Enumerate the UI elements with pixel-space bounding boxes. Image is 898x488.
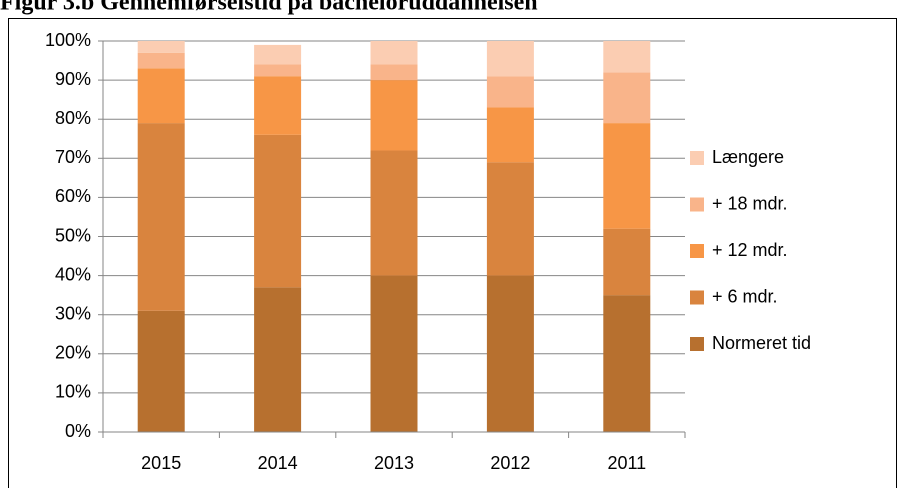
bar-segment: [254, 76, 302, 135]
bar-segment: [370, 150, 418, 276]
y-tick-label: 50%: [55, 225, 91, 245]
legend-label: Normeret tid: [712, 333, 811, 353]
bar-segment: [486, 41, 534, 77]
bar-segment: [486, 275, 534, 432]
bar-segment: [254, 64, 302, 77]
y-tick-label: 100%: [45, 30, 91, 50]
bar-segment: [370, 64, 418, 81]
bar-segment: [370, 275, 418, 432]
legend-swatch: [690, 244, 704, 258]
bar-segment: [603, 123, 651, 229]
bar-segment: [137, 68, 185, 124]
y-tick-label: 40%: [55, 264, 91, 284]
x-tick-label: 2013: [374, 453, 414, 473]
legend-swatch: [690, 337, 704, 351]
y-tick-label: 70%: [55, 147, 91, 167]
bar-segment: [486, 162, 534, 276]
bar-segment: [254, 44, 302, 65]
bar-segment: [486, 107, 534, 163]
legend-swatch: [690, 197, 704, 212]
y-tick-label: 90%: [55, 69, 91, 89]
bar-segment: [254, 287, 302, 432]
x-tick-label: 2015: [141, 453, 181, 473]
bar-segment: [603, 295, 651, 432]
chart-title: Figur 3.b Gennemførselstid på bachelorud…: [0, 0, 538, 16]
y-tick-label: 80%: [55, 108, 91, 128]
x-tick-label: 2012: [490, 453, 530, 473]
legend-label: + 6 mdr.: [712, 286, 778, 306]
y-tick-label: 30%: [55, 303, 91, 323]
legend-label: + 18 mdr.: [712, 193, 788, 213]
bar-segment: [137, 52, 185, 69]
legend-swatch: [690, 151, 704, 165]
y-tick-label: 10%: [55, 382, 91, 402]
bar-segment: [137, 41, 185, 53]
bar-segment: [370, 80, 418, 151]
bar-segment: [137, 123, 185, 311]
legend-label: Længere: [712, 147, 784, 167]
legend-label: + 12 mdr.: [712, 240, 788, 260]
bar-segment: [603, 41, 651, 73]
y-tick-label: 60%: [55, 186, 91, 206]
y-tick-label: 20%: [55, 343, 91, 363]
bar-segment: [370, 41, 418, 65]
bar-segment: [603, 228, 651, 296]
bar-segment: [137, 310, 185, 432]
x-tick-label: 2014: [258, 453, 298, 473]
bar-segment: [254, 134, 302, 288]
x-tick-label: 2011: [607, 453, 646, 473]
y-tick-label: 0%: [65, 421, 91, 441]
legend-swatch: [690, 290, 704, 305]
bar-segment: [603, 72, 651, 124]
bar-segment: [486, 76, 534, 108]
